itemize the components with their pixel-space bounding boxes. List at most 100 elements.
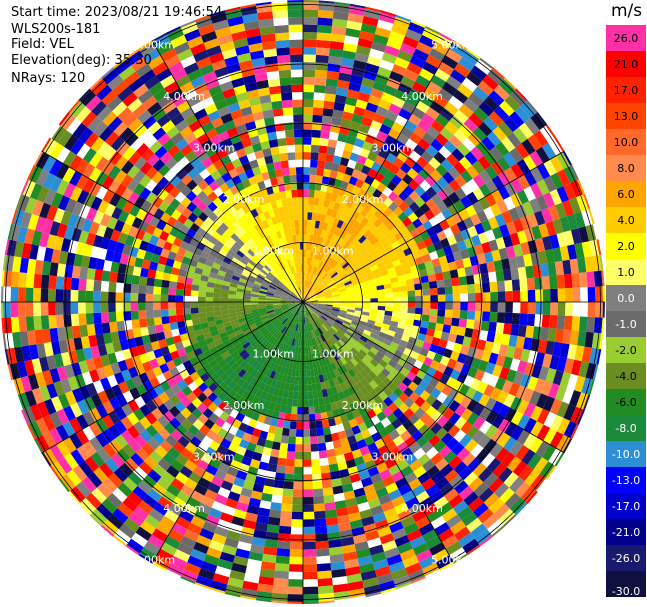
gate [297, 309, 301, 317]
gate [401, 447, 414, 460]
gate [413, 447, 426, 460]
gate [361, 332, 370, 340]
gate [433, 151, 447, 165]
gate [552, 341, 563, 357]
gate [437, 188, 449, 201]
gate [325, 305, 333, 309]
gate [349, 74, 364, 85]
gate [435, 113, 450, 128]
gate [425, 107, 440, 120]
gate [409, 55, 426, 69]
gate [303, 549, 317, 557]
gate [170, 162, 183, 175]
gate [303, 129, 312, 138]
gate [163, 399, 175, 411]
gate [584, 331, 594, 348]
gate [457, 353, 468, 364]
gate [200, 561, 218, 574]
gate [411, 107, 426, 120]
gate [119, 462, 134, 477]
gate [205, 446, 217, 458]
gate [145, 179, 158, 192]
gate [391, 121, 405, 134]
gate [114, 407, 127, 421]
gate [249, 135, 261, 146]
gate [33, 438, 44, 453]
gate [160, 287, 169, 295]
gate [364, 158, 375, 169]
gate [318, 317, 326, 324]
gate [301, 294, 303, 302]
gate [265, 302, 273, 304]
gate [306, 227, 311, 235]
gate [282, 488, 294, 497]
gate [231, 257, 241, 265]
gate [254, 232, 263, 242]
gate [49, 262, 59, 277]
gate [272, 487, 284, 496]
gate [212, 386, 223, 397]
gate [251, 166, 262, 176]
gate [286, 398, 293, 407]
gate [350, 201, 360, 212]
gate [448, 134, 463, 149]
gate [126, 50, 144, 66]
gate [147, 55, 165, 70]
gate [472, 416, 486, 430]
gate [368, 399, 378, 409]
gate [276, 465, 286, 474]
gate [486, 457, 502, 473]
gate [166, 465, 180, 478]
gate [287, 443, 296, 452]
gate [356, 326, 365, 333]
gate [453, 461, 468, 475]
gate [473, 482, 489, 498]
gate [258, 576, 274, 586]
gate [242, 580, 259, 591]
gate [428, 377, 440, 388]
gate [308, 406, 315, 415]
gate [278, 69, 292, 79]
gate [488, 374, 500, 388]
gate [281, 253, 287, 261]
gate [297, 197, 303, 205]
gate [202, 363, 212, 373]
gate [317, 278, 324, 286]
gate [56, 440, 71, 458]
gate [18, 302, 26, 317]
gate [516, 159, 531, 175]
gate [127, 491, 143, 506]
gate [325, 153, 335, 163]
gate [175, 168, 188, 180]
gate [317, 297, 326, 300]
gate [343, 264, 352, 272]
gate [237, 396, 247, 406]
gate [321, 115, 333, 125]
gate [384, 244, 394, 254]
gate [312, 481, 323, 490]
gate [362, 302, 371, 306]
gate [539, 461, 555, 479]
gate [173, 549, 191, 563]
gate [306, 376, 312, 385]
gate [183, 375, 194, 386]
gate [69, 170, 83, 187]
colorbar-tick-label: 13.0 [614, 110, 639, 123]
gate [275, 348, 282, 357]
gate [289, 283, 295, 290]
gate [499, 366, 510, 380]
gate [430, 360, 440, 371]
gate [320, 325, 327, 333]
gate [307, 290, 313, 297]
gate [124, 357, 135, 370]
gate [427, 321, 437, 331]
colorbar-tick-label: 21.0 [614, 58, 639, 71]
gate [220, 480, 234, 492]
gate [336, 171, 345, 181]
gate [382, 377, 393, 387]
gate [247, 320, 255, 327]
gate [310, 273, 314, 281]
gate [377, 192, 388, 203]
gate [171, 267, 180, 276]
gate [334, 332, 342, 340]
